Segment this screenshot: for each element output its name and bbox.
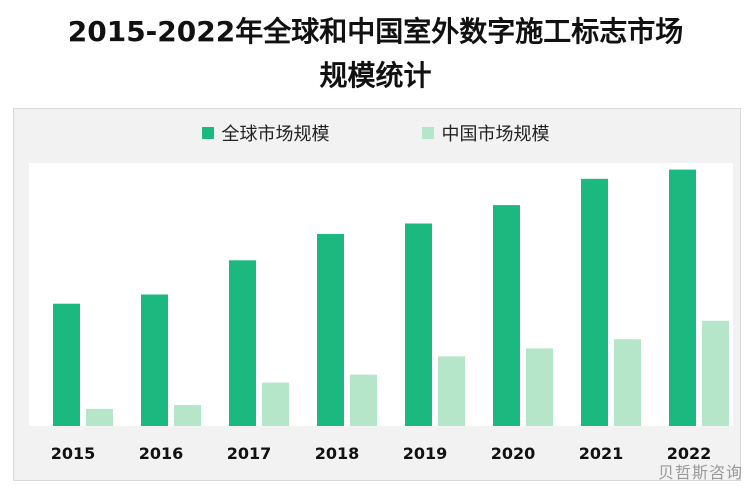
x-tick-label-2020: 2020 [491, 444, 536, 463]
chart-title: 2015-2022年全球和中国室外数字施工标志市场 规模统计 [0, 10, 751, 98]
bar-china-2022 [702, 320, 729, 426]
watermark: 贝哲斯咨询 [657, 463, 743, 482]
legend-swatch-global [201, 127, 214, 139]
bar-global-2019 [405, 223, 432, 426]
bar-global-2017 [229, 260, 256, 426]
legend-label-china: 中国市场规模 [441, 124, 550, 145]
bar-global-2022 [669, 169, 696, 426]
bar-china-2019 [438, 356, 465, 426]
bar-global-2015 [53, 303, 80, 426]
bar-china-2018 [350, 374, 377, 426]
legend-swatch-china [421, 127, 434, 139]
x-tick-label-2018: 2018 [315, 444, 360, 463]
chart-title-line-2: 规模统计 [319, 59, 432, 92]
bar-china-2016 [174, 405, 201, 426]
legend-item-global: 全球市场规模 [201, 120, 330, 146]
x-tick-label-2021: 2021 [579, 444, 624, 463]
bar-china-2015 [86, 408, 113, 426]
chart-title-line-1: 2015-2022年全球和中国室外数字施工标志市场 [67, 15, 684, 48]
bar-china-2021 [614, 339, 641, 426]
x-tick-label-2022: 2022 [667, 444, 712, 463]
x-tick-label-2016: 2016 [139, 444, 184, 463]
bar-china-2017 [262, 382, 289, 426]
legend-label-global: 全球市场规模 [221, 124, 330, 145]
legend: 全球市场规模 中国市场规模 [0, 118, 751, 148]
x-tick-label-2017: 2017 [227, 444, 272, 463]
x-tick-label-2015: 2015 [51, 444, 96, 463]
bar-global-2020 [493, 205, 520, 426]
bar-global-2016 [141, 294, 168, 426]
bar-global-2018 [317, 234, 344, 426]
legend-item-china: 中国市场规模 [421, 120, 550, 146]
bar-global-2021 [581, 178, 608, 426]
bar-china-2020 [526, 348, 553, 426]
x-tick-label-2019: 2019 [403, 444, 448, 463]
